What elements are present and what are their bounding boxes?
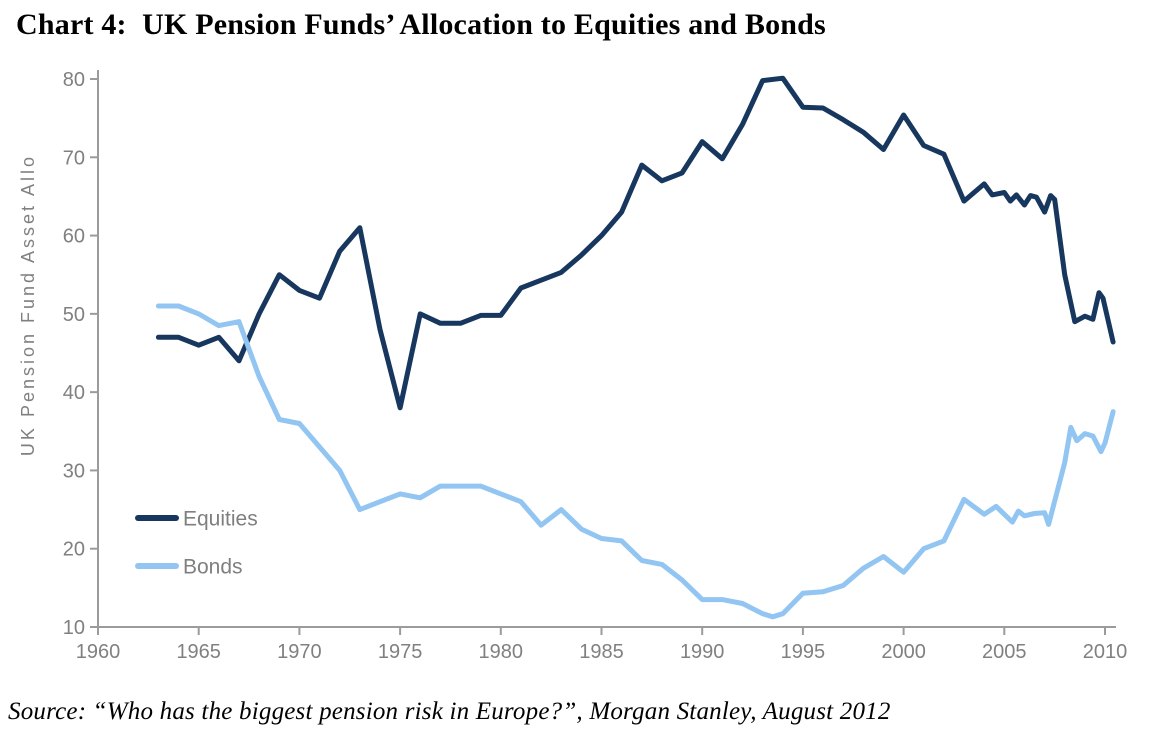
y-tick-label: 30 (63, 460, 85, 482)
axes: 10 20 30 40 50 60 70 80 1960 1965 1970 1975 1980 1985… (63, 69, 1128, 663)
y-tick-label: 20 (63, 539, 85, 561)
x-tick-label: 2000 (881, 641, 926, 663)
y-tick-label: 80 (63, 69, 85, 91)
chart-title: Chart 4: UK Pension Funds’ Allocation to… (16, 8, 826, 41)
x-tick-label: 1965 (176, 641, 221, 663)
y-tick-label: 50 (63, 304, 85, 326)
legend-label-bonds: Bonds (183, 556, 243, 579)
source-note: Source: “Who has the biggest pension ris… (8, 698, 891, 725)
x-tick-label: 2010 (1083, 641, 1128, 663)
equities-line (155, 75, 1116, 411)
y-tick-label: 70 (63, 147, 85, 169)
chart-legend: Equities Bonds (135, 508, 258, 579)
series-lines (155, 75, 1116, 620)
x-tick-label: 2005 (982, 641, 1027, 663)
x-tick-label: 1970 (277, 641, 322, 663)
y-axis-title: UK Pension Fund Asset Allo (18, 154, 38, 456)
x-tick-label: 1995 (781, 641, 826, 663)
x-tick-label: 1975 (378, 641, 423, 663)
x-tick-label: 1985 (579, 641, 624, 663)
x-tick-label: 1960 (76, 641, 121, 663)
x-tick-label: 1990 (680, 641, 725, 663)
y-tick-label: 60 (63, 226, 85, 248)
legend-label-equities: Equities (183, 508, 258, 531)
x-tick-label: 1980 (479, 641, 524, 663)
bonds-line (155, 303, 1116, 620)
y-tick-label: 10 (63, 617, 85, 639)
y-tick-label: 40 (63, 382, 85, 404)
